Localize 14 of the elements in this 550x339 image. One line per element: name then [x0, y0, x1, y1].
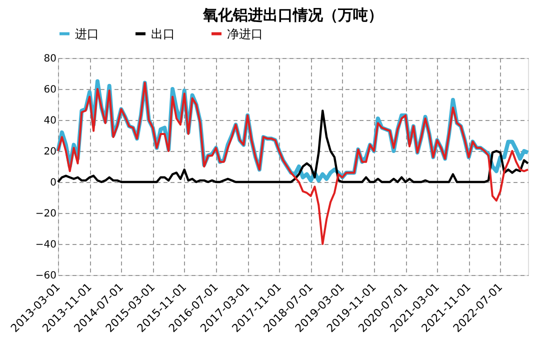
legend-label: 出口 — [151, 26, 175, 41]
line-series — [56, 110, 530, 184]
y-tick-label: −20 — [35, 208, 56, 220]
legend-label: 进口 — [75, 26, 99, 41]
y-tick-label: 80 — [44, 54, 56, 64]
y-tick-label: −60 — [35, 270, 56, 282]
chart-title: 氧化铝进出口情况（万吨） — [202, 6, 383, 24]
y-tick-label: 20 — [44, 146, 56, 158]
legend-label: 净进口 — [227, 26, 263, 41]
y-tick-label: 0 — [50, 178, 56, 188]
y-tick-label: 60 — [44, 84, 56, 96]
line-series — [57, 82, 529, 245]
y-tick-label: −40 — [35, 240, 56, 250]
y-tick-label: 40 — [44, 116, 56, 126]
